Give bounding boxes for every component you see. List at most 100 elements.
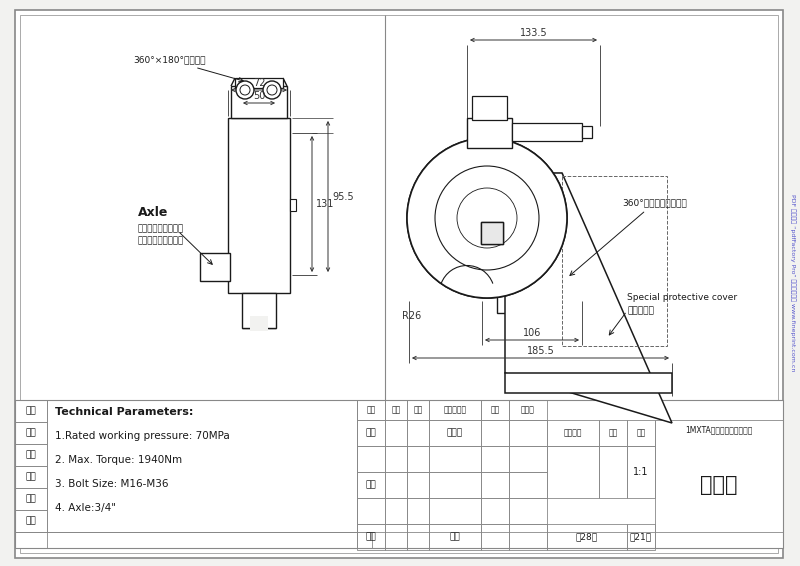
Text: 360°微调式反作用力臂: 360°微调式反作用力臂	[570, 199, 686, 276]
Text: 2. Max. Torque: 1940Nm: 2. Max. Torque: 1940Nm	[55, 455, 182, 465]
Bar	[200, 253, 230, 281]
Bar	[582, 126, 592, 138]
Text: 50: 50	[253, 91, 265, 101]
Text: 工艺: 工艺	[366, 533, 376, 542]
Bar	[407, 400, 429, 420]
Bar	[385, 524, 407, 550]
Polygon shape	[505, 173, 672, 423]
Bar	[357, 400, 783, 548]
Text: 批准: 批准	[26, 517, 36, 525]
Text: 分区: 分区	[414, 405, 422, 414]
Text: 批准: 批准	[450, 533, 460, 542]
Circle shape	[407, 138, 567, 298]
Bar	[562, 176, 667, 346]
Text: 年月日: 年月日	[521, 405, 535, 414]
Text: 重量: 重量	[608, 428, 618, 438]
Bar	[407, 524, 429, 550]
Text: 95.5: 95.5	[332, 191, 354, 201]
Polygon shape	[505, 373, 672, 393]
Text: 1:1: 1:1	[634, 467, 649, 477]
Text: 4. Axle:3/4": 4. Axle:3/4"	[55, 503, 116, 513]
Bar	[250, 316, 268, 331]
Bar	[599, 446, 627, 498]
Bar	[242, 293, 276, 328]
Bar	[429, 524, 481, 550]
Text: PDF 文件使用 “pdfFactory Pro” 试用版本创建 www.fineprint.com.cn: PDF 文件使用 “pdfFactory Pro” 试用版本创建 www.fin…	[790, 194, 796, 372]
Bar	[547, 420, 599, 446]
Bar	[481, 524, 509, 550]
Bar	[627, 524, 655, 550]
Bar	[15, 400, 47, 422]
Bar	[15, 510, 47, 532]
Text: 设计: 设计	[26, 406, 36, 415]
Text: 360°×180°旋转接头: 360°×180°旋转接头	[133, 55, 243, 82]
Bar	[385, 472, 407, 498]
Bar	[385, 446, 407, 472]
Text: 1MXTA驱动式液压扁掰扫手: 1MXTA驱动式液压扁掰扫手	[686, 426, 753, 435]
Bar	[429, 446, 481, 472]
Bar	[357, 524, 385, 550]
Bar	[15, 444, 47, 466]
Bar	[385, 420, 407, 446]
Bar	[512, 123, 582, 141]
Bar	[357, 420, 385, 446]
Bar	[357, 498, 385, 524]
Bar	[599, 420, 627, 446]
Bar	[509, 400, 547, 420]
Bar	[15, 532, 783, 548]
Bar	[467, 118, 512, 148]
Text: 示意图: 示意图	[700, 475, 738, 495]
Bar	[481, 472, 509, 498]
Bar	[509, 420, 547, 446]
Bar	[357, 400, 385, 420]
Bar	[481, 222, 503, 244]
Bar	[407, 420, 429, 446]
Bar	[228, 118, 290, 293]
Text: 标准化: 标准化	[447, 428, 463, 438]
Text: 审核: 审核	[26, 451, 36, 460]
Text: 局数: 局数	[391, 405, 401, 414]
Text: 专用保护坠: 专用保护坠	[627, 307, 654, 315]
Text: 工艺: 工艺	[26, 473, 36, 482]
Circle shape	[236, 81, 254, 99]
Bar	[429, 498, 481, 524]
Bar	[407, 446, 429, 472]
Text: 标记: 标记	[366, 405, 376, 414]
Bar	[627, 420, 655, 446]
Bar	[15, 422, 47, 444]
Bar	[509, 472, 547, 498]
Bar	[385, 400, 407, 420]
Bar	[407, 498, 429, 524]
Text: 皑21页: 皑21页	[630, 533, 652, 542]
Bar	[15, 400, 783, 548]
Bar	[385, 498, 407, 524]
Text: 3. Bolt Size: M16-M36: 3. Bolt Size: M16-M36	[55, 479, 169, 489]
Text: Technical Parameters:: Technical Parameters:	[55, 407, 194, 417]
Text: 比例: 比例	[636, 428, 646, 438]
Bar	[547, 524, 627, 550]
Bar	[47, 400, 357, 548]
Text: 设计: 设计	[366, 428, 376, 438]
Text: 內28页: 內28页	[576, 533, 598, 542]
Bar	[15, 532, 372, 548]
Text: Special protective cover: Special protective cover	[627, 294, 737, 302]
Text: 校对: 校对	[26, 428, 36, 438]
Circle shape	[263, 81, 281, 99]
Bar	[231, 86, 287, 118]
Bar	[509, 446, 547, 472]
Text: 1.Rated working pressure: 70MPa: 1.Rated working pressure: 70MPa	[55, 431, 230, 441]
Text: 185.5: 185.5	[526, 346, 554, 356]
Bar	[655, 420, 783, 548]
Bar	[481, 498, 509, 524]
Text: 签名: 签名	[490, 405, 500, 414]
Text: 131: 131	[316, 199, 334, 209]
Bar	[481, 400, 509, 420]
Bar	[429, 400, 481, 420]
Bar	[481, 420, 509, 446]
Bar	[429, 420, 481, 446]
Bar	[357, 446, 385, 472]
Bar	[429, 472, 481, 498]
Bar	[357, 472, 385, 498]
Bar	[627, 446, 655, 498]
Text: 阶段标记: 阶段标记	[564, 428, 582, 438]
